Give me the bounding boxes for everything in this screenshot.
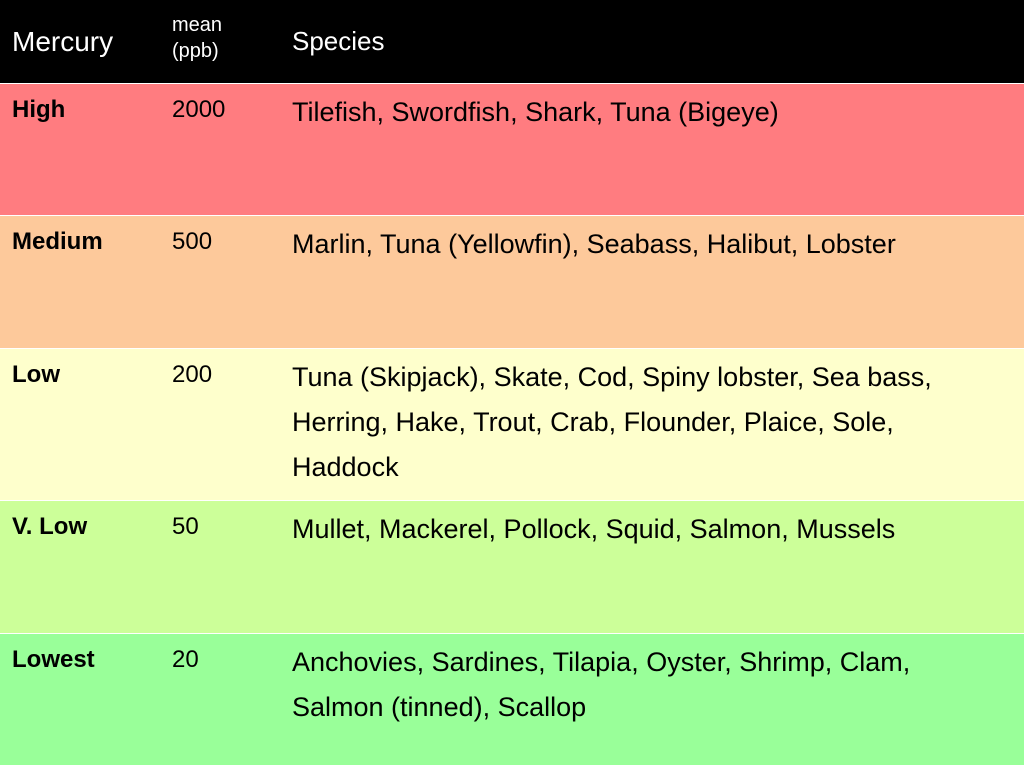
level-cell: High <box>12 96 66 123</box>
mean-cell: 500 <box>172 228 213 255</box>
table-row: Medium 500 Marlin, Tuna (Yellowfin), Seaba… <box>0 216 1024 348</box>
species-cell: Anchovies, Sardines, Tilapia, Oyster, Sh… <box>292 647 911 722</box>
header-cell: Mercury <box>12 26 114 57</box>
level-cell: Low <box>12 361 60 388</box>
table-row: V. Low 50 Mullet, Mackerel, Pollock, Squid… <box>0 501 1024 633</box>
table-row: Low 200 Tuna (Skipjack), Skate, Cod, Spiny… <box>0 349 1024 500</box>
level-cell: Medium <box>12 228 103 255</box>
level-cell: V. Low <box>12 513 88 540</box>
header-cell: Species <box>292 26 385 56</box>
species-cell: Mullet, Mackerel, Pollock, Squid, Salmon… <box>292 514 896 544</box>
header-row: Mercury mean (ppb) Species <box>0 0 1024 83</box>
level-cell: Lowest <box>12 646 95 673</box>
species-cell: Tilefish, Swordfish, Shark, Tuna (Bigeye… <box>292 97 779 127</box>
mean-cell: 20 <box>172 646 199 673</box>
mean-cell: 200 <box>172 361 213 388</box>
table-row: Lowest 20 Anchovies, Sardines, Tilapia, Oy… <box>0 634 1024 765</box>
species-cell: Marlin, Tuna (Yellowfin), Seabass, Halib… <box>292 229 896 259</box>
header-cell: mean (ppb) <box>172 14 223 62</box>
mean-cell: 2000 <box>172 96 226 123</box>
mean-cell: 50 <box>172 513 199 540</box>
species-cell: Tuna (Skipjack), Skate, Cod, Spiny lobst… <box>292 362 932 482</box>
table-row: High 2000 Tilefish, Swordfish, Shark, Tuna… <box>0 84 1024 215</box>
